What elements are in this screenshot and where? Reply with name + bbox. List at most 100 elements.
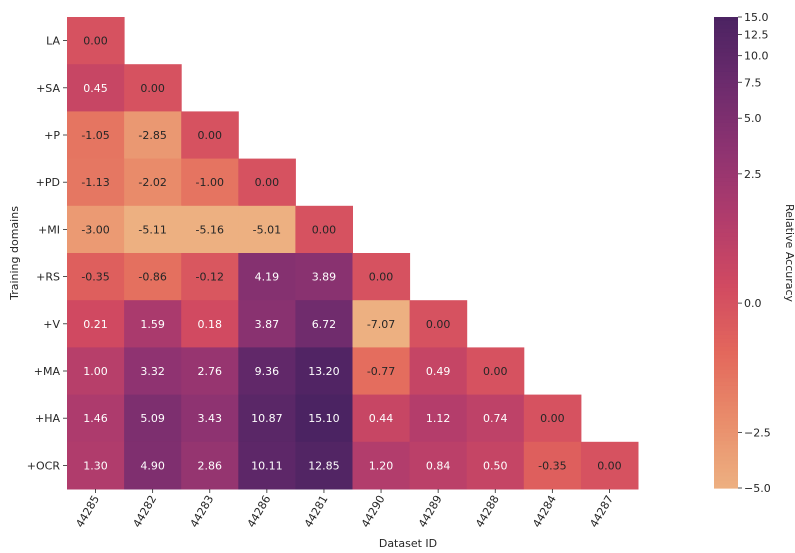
heatmap-cell — [181, 253, 239, 301]
colorbar: −5.0 −2.5 0.0 2.5 5.0 7.5 10.0 12.5 15.0 — [714, 11, 771, 495]
heatmap-cell — [238, 300, 296, 348]
cell-value-label: 3.89 — [312, 271, 337, 284]
cell-value-label: 0.00 — [597, 459, 622, 472]
heatmap-cell — [181, 300, 239, 348]
colorbar-segment — [714, 362, 738, 367]
colorbar-segment — [714, 444, 738, 450]
colorbar-segment — [714, 323, 738, 328]
cell-value-label: 4.19 — [255, 271, 280, 284]
colorbar-segment — [714, 95, 738, 101]
colorbar-segment — [714, 119, 738, 124]
heatmap-cell — [409, 441, 468, 490]
heatmap-cell — [523, 394, 582, 443]
row-tick-label: +MI — [38, 223, 60, 236]
colorbar-segment — [714, 221, 738, 226]
colorbar-segment — [714, 299, 738, 305]
colorbar-tick-label: −2.5 — [744, 426, 771, 439]
colorbar-segment — [714, 107, 738, 112]
colorbar-segment — [714, 111, 738, 116]
colorbar-segment — [714, 264, 738, 269]
cell-value-label: 0.18 — [198, 318, 223, 331]
colorbar-segment — [714, 83, 738, 89]
colorbar-segment — [714, 103, 738, 108]
heatmap-cell — [238, 347, 296, 396]
colorbar-segment — [714, 401, 738, 407]
row-tick-label: +SA — [36, 82, 60, 95]
colorbar-segment — [714, 358, 738, 363]
colorbar-segment — [714, 126, 738, 132]
cell-value-label: 0.00 — [83, 35, 108, 48]
colorbar-segment — [714, 468, 738, 473]
colorbar-tick-label: 0.0 — [744, 297, 762, 310]
cell-value-label: 0.00 — [540, 412, 565, 425]
colorbar-segment — [714, 279, 738, 285]
heatmap-cell — [580, 441, 639, 490]
colorbar-tick-label: 10.0 — [744, 50, 769, 63]
heatmap-cells: 0.00 0.45 0.00 -1.05 -2.85 0.00 -1.13 -2.02 -1.0… — [67, 17, 639, 490]
colorbar-segment — [714, 472, 738, 477]
colorbar-segment — [714, 260, 738, 265]
colorbar-segment — [714, 20, 738, 26]
row-tick-label: LA — [46, 35, 60, 48]
row-tick-label: +P — [44, 129, 60, 142]
colorbar-segment — [714, 154, 738, 159]
colorbar-tick-label: −5.0 — [744, 482, 771, 495]
colorbar-segment — [714, 425, 738, 430]
colorbar-segment — [714, 433, 738, 438]
colorbar-segment — [714, 338, 738, 344]
colorbar-segment — [714, 138, 738, 144]
heatmap-cell — [67, 394, 125, 443]
colorbar-segment — [714, 225, 738, 230]
colorbar-segment — [714, 331, 738, 336]
heatmap-cell — [295, 205, 353, 254]
colorbar-segment — [714, 236, 738, 242]
colorbar-segment — [714, 436, 738, 442]
colorbar-segment — [714, 307, 738, 312]
cell-value-label: 0.00 — [369, 271, 394, 284]
heatmap-cell — [295, 253, 353, 301]
colorbar-segment — [714, 185, 738, 191]
cell-value-label: 1.30 — [83, 459, 108, 472]
cell-value-label: 3.87 — [255, 318, 280, 331]
colorbar-segment — [714, 354, 738, 360]
colorbar-segment — [714, 366, 738, 371]
cell-value-label: 0.45 — [83, 82, 108, 95]
cell-value-label: 0.21 — [83, 318, 108, 331]
heatmap-cell — [67, 441, 125, 490]
heatmap-cell — [238, 441, 296, 490]
heatmap-cell — [67, 300, 125, 348]
cell-value-label: 0.49 — [426, 365, 451, 378]
colorbar-segment — [714, 244, 738, 250]
y-axis-label: Training domains — [8, 206, 21, 301]
heatmap-cell — [124, 64, 182, 112]
colorbar-segment — [714, 334, 738, 340]
colorbar-segment — [714, 480, 738, 485]
colorbar-tick-label: 12.5 — [744, 29, 769, 42]
colorbar-segment — [714, 268, 738, 273]
colorbar-segment — [714, 232, 738, 238]
row-tick-label: +V — [43, 318, 60, 331]
cell-value-label: -1.13 — [81, 176, 109, 189]
heatmap-cell — [67, 111, 125, 160]
heatmap-cell — [181, 205, 239, 254]
colorbar-segment — [714, 346, 738, 352]
colorbar-segment — [714, 166, 738, 171]
colorbar-segment — [714, 122, 738, 128]
heatmap-cell — [124, 205, 182, 254]
colorbar-segment — [714, 397, 738, 403]
colorbar-segment — [714, 272, 738, 277]
colorbar-segment — [714, 276, 738, 281]
colorbar-segment — [714, 287, 738, 293]
colorbar-segment — [714, 240, 738, 246]
cell-value-label: -1.00 — [196, 176, 224, 189]
cell-value-label: 0.00 — [426, 318, 451, 331]
heatmap-cell — [352, 394, 411, 443]
cell-value-label: 1.20 — [369, 459, 394, 472]
cell-value-label: 0.50 — [483, 459, 508, 472]
heatmap-cell — [124, 441, 182, 490]
colorbar-segment — [714, 464, 738, 469]
heatmap-cell — [181, 441, 239, 490]
cell-value-label: 2.76 — [198, 365, 223, 378]
colorbar-segment — [714, 142, 738, 148]
colorbar-segment — [714, 421, 738, 426]
